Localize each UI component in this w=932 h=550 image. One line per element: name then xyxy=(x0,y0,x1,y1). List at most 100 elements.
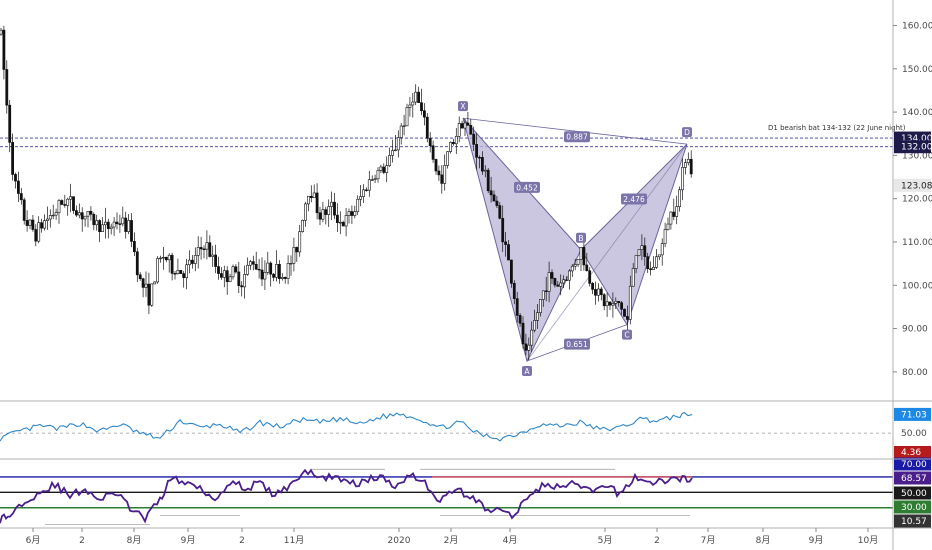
osc-lower-tag-label: 30.00 xyxy=(901,503,927,513)
candle xyxy=(135,251,139,276)
pattern-point-label: B xyxy=(578,234,583,243)
ratio-label: 0.651 xyxy=(566,340,588,349)
candle xyxy=(95,220,99,226)
candle xyxy=(536,312,539,321)
candle xyxy=(567,270,571,281)
candle xyxy=(631,268,635,287)
candle xyxy=(646,256,650,270)
candle xyxy=(309,195,313,199)
candle xyxy=(585,264,589,272)
candle xyxy=(686,158,690,163)
price-tag-label: 132.00 xyxy=(901,143,932,153)
pattern-point-label: C xyxy=(624,331,629,340)
time-tick-label: 8月 xyxy=(127,535,142,546)
candle xyxy=(454,135,458,145)
candle xyxy=(153,281,157,285)
candle xyxy=(681,167,684,191)
candle xyxy=(188,259,191,266)
price-tag-box xyxy=(894,140,931,154)
candle xyxy=(663,229,667,244)
candle xyxy=(338,221,342,224)
candle xyxy=(246,264,249,275)
candle xyxy=(576,259,580,265)
candle xyxy=(193,255,197,264)
time-axis[interactable]: 6月 2 8月 9月 2 11月 2020 2月 4月 5月 2 7月 8月 9月 10月 xyxy=(26,528,879,546)
candle xyxy=(327,206,331,215)
time-tick-label: 2 xyxy=(654,536,660,546)
candle xyxy=(196,247,200,256)
candle xyxy=(611,303,615,306)
price-axis[interactable]: 160.00 150.00 140.00 130.00 120.00 110.00 100.… xyxy=(893,21,932,378)
osc-lower-tag-box xyxy=(894,471,931,485)
ratio-label: 0.452 xyxy=(516,183,538,192)
candle xyxy=(254,263,258,270)
oscillator-pane-lower: 70.00 68.57 50.00 30.00 10.57 xyxy=(0,457,931,528)
candle xyxy=(689,158,693,175)
osc-lower-tag-box xyxy=(894,500,931,514)
price-tick-label: 150.00 xyxy=(902,65,932,75)
candle xyxy=(14,174,17,182)
candle xyxy=(37,222,41,242)
candle xyxy=(8,104,12,143)
pattern-point-box xyxy=(458,101,468,112)
candle xyxy=(376,170,380,180)
price-tag-label: 134.00 xyxy=(901,134,932,144)
candle xyxy=(5,69,9,106)
candle xyxy=(451,141,455,145)
candle xyxy=(269,262,273,275)
candle xyxy=(399,125,403,138)
candle xyxy=(466,122,470,126)
price-tick-label: 90.00 xyxy=(902,325,928,335)
time-tick-label: 2 xyxy=(79,536,85,546)
candle xyxy=(675,206,679,217)
candle xyxy=(498,205,502,219)
candle xyxy=(602,294,606,307)
candle xyxy=(541,290,545,300)
candle xyxy=(211,254,215,257)
time-tick-label: 5月 xyxy=(598,535,613,546)
candle xyxy=(402,125,406,127)
candle xyxy=(515,298,519,316)
candle xyxy=(295,247,299,253)
candle xyxy=(133,241,136,253)
candle xyxy=(393,149,397,152)
candle xyxy=(544,290,548,292)
ratio-label: 2.476 xyxy=(623,195,645,204)
candle xyxy=(359,196,363,200)
candle xyxy=(89,210,93,215)
candle xyxy=(559,282,563,287)
candle xyxy=(591,283,595,290)
candle xyxy=(527,344,531,351)
candle xyxy=(138,274,142,280)
candle xyxy=(550,272,554,279)
candle xyxy=(57,200,61,213)
candle xyxy=(191,259,194,264)
candle xyxy=(666,223,670,230)
candle xyxy=(362,189,365,197)
osc-lower-tag-label: 10.57 xyxy=(901,517,927,527)
osc-lower-tag-box xyxy=(894,514,931,528)
candle xyxy=(594,289,597,296)
candle xyxy=(478,157,481,159)
candle xyxy=(533,320,537,331)
candle xyxy=(637,249,641,256)
candle xyxy=(405,107,409,127)
candle xyxy=(112,221,116,228)
candle xyxy=(480,157,484,172)
candle xyxy=(437,170,441,176)
candle xyxy=(672,211,676,217)
candle xyxy=(275,264,278,278)
candle xyxy=(350,211,354,216)
candle xyxy=(283,277,287,279)
osc-lower-tag-box xyxy=(894,457,931,471)
candle xyxy=(440,174,444,184)
ratio-box xyxy=(564,131,590,143)
dashed-levels xyxy=(0,137,893,148)
price-tick-label: 140.00 xyxy=(902,108,932,118)
pattern-point-box xyxy=(576,232,586,243)
ratio-label: 0.887 xyxy=(566,133,588,142)
osc-ref-label: 50.00 xyxy=(901,429,927,439)
candle xyxy=(0,29,3,35)
candle xyxy=(80,212,84,220)
oscillator-pane: 71.03 50.00 4.36 xyxy=(0,407,931,458)
